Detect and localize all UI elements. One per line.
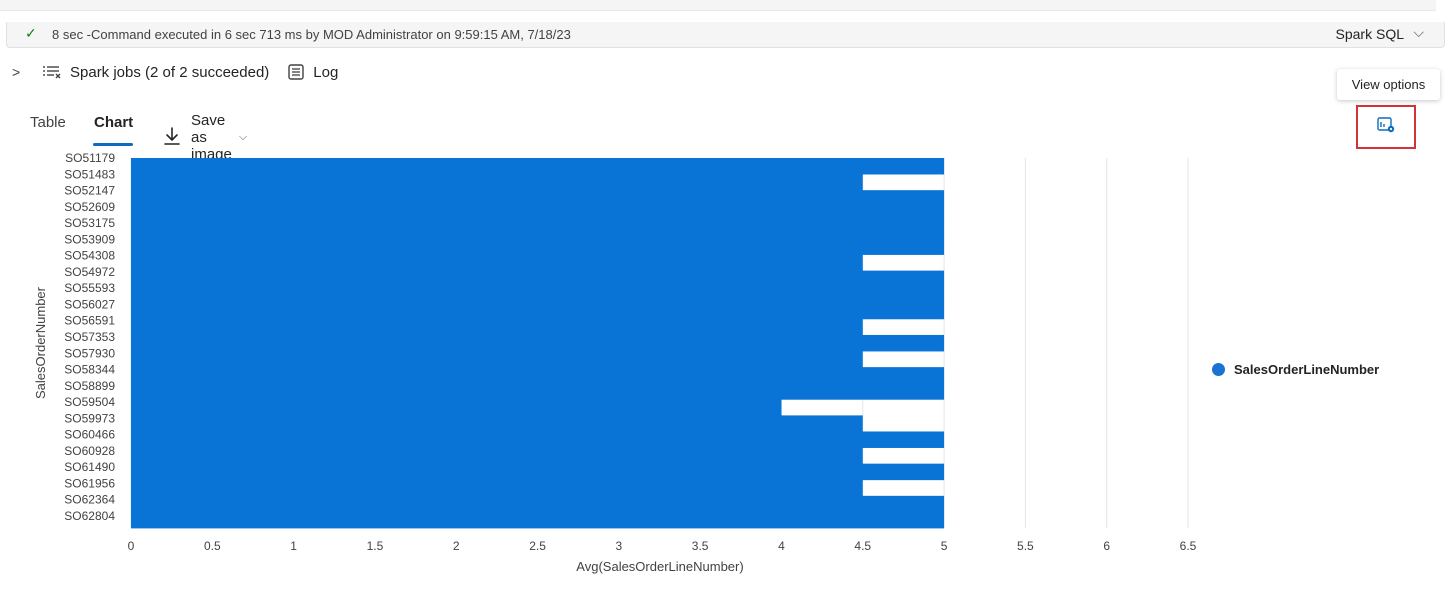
bar	[131, 415, 863, 432]
code-cell-bottom-edge	[0, 0, 1436, 11]
bar	[131, 351, 863, 368]
bar	[131, 431, 945, 448]
active-tab-indicator	[93, 143, 133, 146]
bar	[131, 302, 945, 320]
job-list-icon	[42, 64, 62, 80]
bar	[131, 222, 945, 239]
download-icon	[163, 126, 181, 150]
y-tick-label: SO58344	[64, 363, 115, 377]
x-tick-label: 4	[778, 539, 785, 553]
y-tick-label: SO55593	[64, 281, 115, 295]
y-tick-label: SO60928	[64, 444, 115, 458]
x-tick-label: 1	[290, 539, 297, 553]
log-icon	[287, 63, 305, 81]
bar	[131, 479, 863, 497]
y-tick-label: SO56591	[64, 314, 115, 328]
x-tick-label: 5.5	[1017, 539, 1034, 553]
x-tick-label: 1.5	[367, 539, 384, 553]
x-tick-label: 2	[453, 539, 460, 553]
bar	[131, 318, 863, 336]
tab-table[interactable]: Table	[30, 114, 66, 131]
chart-legend[interactable]: SalesOrderLineNumber	[1212, 362, 1379, 377]
bar	[131, 254, 863, 272]
bar	[131, 238, 945, 255]
x-tick-label: 0	[128, 539, 135, 553]
y-tick-label: SO58899	[64, 379, 115, 393]
y-tick-label: SO61490	[64, 460, 115, 474]
bar	[131, 190, 945, 207]
bar	[131, 495, 945, 513]
x-tick-label: 5	[941, 539, 948, 553]
x-tick-label: 3	[616, 539, 623, 553]
y-tick-label: SO57930	[64, 346, 115, 360]
x-tick-label: 6	[1103, 539, 1110, 553]
x-tick-label: 4.5	[854, 539, 871, 553]
y-tick-label: SO54308	[64, 249, 115, 263]
y-tick-label: SO61956	[64, 476, 115, 490]
spark-jobs-link[interactable]: Spark jobs (2 of 2 succeeded)	[70, 63, 270, 81]
legend-series-label: SalesOrderLineNumber	[1234, 362, 1380, 377]
bar	[131, 158, 945, 175]
y-tick-label: SO51483	[64, 167, 115, 181]
bar	[131, 367, 945, 384]
bar	[131, 447, 863, 465]
y-tick-label: SO53909	[64, 232, 115, 246]
checkmark-icon: ✓	[25, 25, 37, 41]
execution-status-text: 8 sec -Command executed in 6 sec 713 ms …	[52, 27, 571, 42]
bar-chart: 0 0.5 1 1.5 2 2.5 3 3.5 4 4.5 5 5.5 6 6.5 SO51179 SO514…	[33, 151, 1197, 574]
y-tick-label: SO60466	[64, 428, 115, 442]
chevron-down-icon: ⌵	[238, 131, 248, 143]
bar	[131, 399, 782, 416]
bar	[131, 511, 945, 529]
view-options-tooltip: View options	[1337, 69, 1440, 100]
bar	[131, 334, 945, 352]
y-tick-label: SO62804	[64, 509, 115, 523]
chevron-down-icon[interactable]: ⌵	[1413, 24, 1424, 40]
expand-chevron-icon[interactable]: >	[12, 64, 21, 80]
y-tick-label: SO57353	[64, 330, 115, 344]
legend-series-marker	[1212, 363, 1225, 376]
y-tick-label: SO59504	[64, 395, 115, 409]
y-tick-label: SO59973	[64, 411, 115, 425]
spark-jobs-row: > Spark jobs (2 of 2 succeeded) Log	[12, 60, 338, 84]
log-link[interactable]: Log	[313, 63, 339, 81]
y-tick-label: SO53175	[64, 216, 115, 230]
bar	[131, 174, 863, 191]
bar	[131, 463, 945, 481]
tab-chart-label: Chart	[94, 114, 134, 131]
y-tick-label: SO62364	[64, 493, 115, 507]
bar	[131, 270, 945, 288]
y-tick-label: SO52609	[64, 200, 115, 214]
bar	[131, 383, 945, 400]
view-options-button[interactable]	[1356, 105, 1416, 149]
tab-chart[interactable]: Chart	[93, 114, 134, 146]
chart-settings-icon	[1376, 115, 1396, 140]
y-tick-label: SO54972	[64, 265, 115, 279]
x-tick-label: 6.5	[1180, 539, 1197, 553]
y-tick-label: SO56027	[64, 297, 115, 311]
x-tick-label: 0.5	[204, 539, 221, 553]
language-selector[interactable]: Spark SQL	[1335, 26, 1404, 42]
y-tick-label: SO51179	[65, 151, 115, 165]
bar	[131, 286, 945, 304]
cell-status-bar: ✓ 8 sec -Command executed in 6 sec 713 m…	[6, 22, 1445, 48]
x-tick-label: 3.5	[692, 539, 709, 553]
x-axis-title: Avg(SalesOrderLineNumber)	[576, 559, 743, 574]
y-axis-title: SalesOrderNumber	[33, 286, 48, 399]
x-tick-label: 2.5	[529, 539, 546, 553]
y-tick-label: SO52147	[64, 184, 115, 198]
bar	[131, 206, 945, 223]
